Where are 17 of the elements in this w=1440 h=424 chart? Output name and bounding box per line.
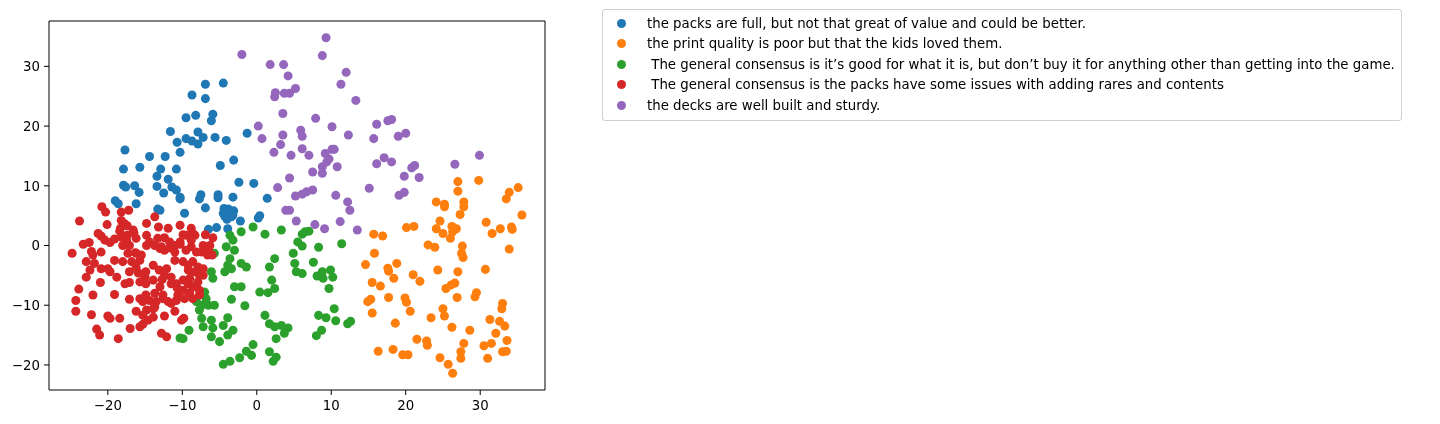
x-tick-label: 20	[397, 398, 415, 414]
legend-label: the packs are full, but not that great of value and could be better.	[647, 15, 1087, 31]
y-tick-label: 10	[23, 178, 40, 194]
legend-label: the decks are well built and sturdy.	[647, 97, 881, 113]
legend-label: the print quality is poor but that the kids loved them.	[647, 36, 1003, 52]
y-tick-label: 30	[23, 59, 40, 75]
x-tick-label: 0	[252, 398, 262, 414]
y-tick-label: −20	[11, 357, 40, 373]
x-tick-label: −20	[93, 398, 122, 414]
legend-label: The general consensus is it’s good for what it is, but don’t buy it for anything other than getting into the game.	[650, 56, 1395, 72]
x-tick-label: 30	[471, 398, 489, 414]
x-tick-label: −10	[168, 398, 197, 414]
y-tick-label: 0	[31, 238, 40, 254]
y-tick-label: −10	[11, 297, 40, 313]
legend-label: The general consensus is the packs have some issues with adding rares and contents	[650, 77, 1224, 93]
y-tick-label: 20	[23, 118, 40, 134]
x-tick-label: 10	[322, 398, 340, 414]
